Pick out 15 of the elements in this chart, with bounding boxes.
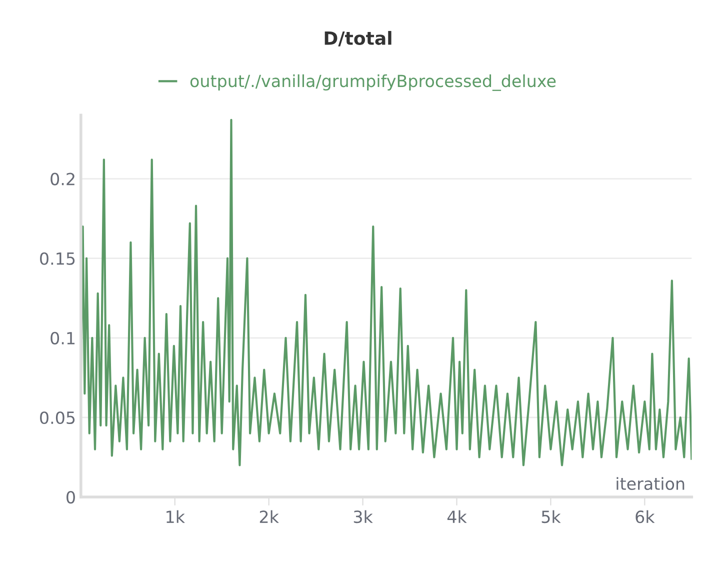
y-tick-label: 0.2 xyxy=(50,172,74,186)
y-tick-label: 0.1 xyxy=(50,332,75,344)
x-tick-label: 5k xyxy=(542,510,561,524)
y-tick-label: 0 xyxy=(66,491,75,504)
x-tick-label: 2k xyxy=(260,510,279,523)
x-axis-title: iteration xyxy=(616,477,684,490)
x-tick-label: 1k xyxy=(166,510,185,523)
x-tick-label: 4k xyxy=(447,510,467,523)
x-tick-label: 6k xyxy=(636,510,655,524)
y-tick-label: 0.15 xyxy=(40,252,75,265)
legend-label: output/./vanilla/grumpifyBprocessed_deluxe xyxy=(190,74,556,91)
chart-title: D/total xyxy=(324,30,392,46)
x-tick-label: 3k xyxy=(354,510,373,524)
line-series xyxy=(80,118,692,466)
y-tick-label: 0.05 xyxy=(40,411,75,424)
